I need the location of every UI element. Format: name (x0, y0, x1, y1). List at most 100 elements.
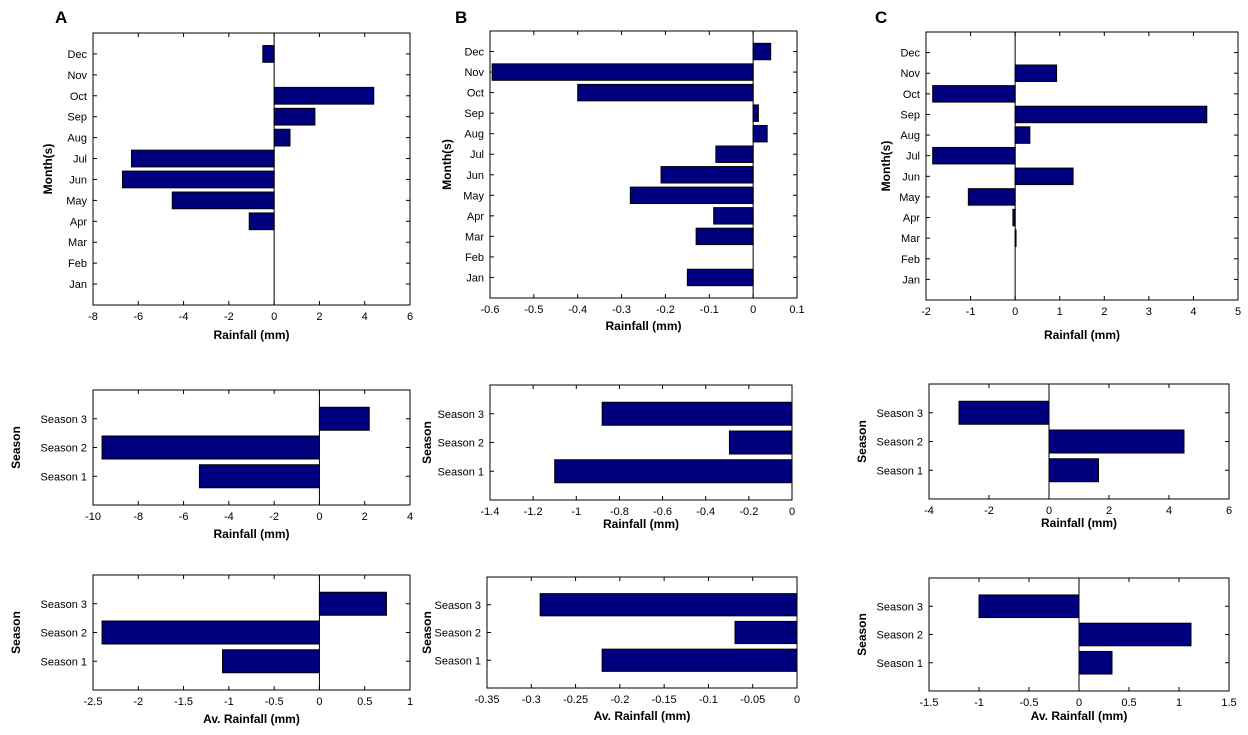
y-tick-label: Apr (70, 216, 87, 228)
x-tick-label: -6 (133, 311, 143, 323)
bar-season-1 (222, 649, 320, 674)
x-tick-label: 1 (407, 696, 413, 708)
x-tick-label: -0.3 (522, 694, 541, 706)
x-tick-label: -1.5 (920, 697, 939, 709)
bar-aug (752, 124, 768, 143)
x-tick-label: -1.4 (481, 506, 500, 518)
y-axis-label: Season (420, 421, 434, 464)
y-tick-label: Sep (67, 112, 87, 124)
x-tick-label: 0 (789, 506, 795, 518)
y-tick-label: Jun (902, 171, 920, 183)
y-axis-label: Month(s) (440, 139, 454, 190)
x-tick-label: -1.2 (524, 506, 543, 518)
y-tick-label: Dec (464, 47, 484, 59)
y-tick-label: Aug (67, 133, 87, 145)
x-tick-label: 3 (1146, 306, 1152, 318)
y-tick-label: Nov (464, 67, 484, 79)
bar-season-2 (728, 430, 793, 455)
x-tick-label: 0 (316, 511, 322, 523)
x-tick-label: -4 (224, 511, 234, 523)
x-tick-label: 0 (1012, 306, 1018, 318)
x-tick-label: 0.5 (357, 696, 372, 708)
bar-season-2 (734, 620, 798, 645)
x-tick-label: -2 (224, 311, 234, 323)
bar-jul (932, 146, 1016, 165)
x-axis-label: Av. Rainfall (mm) (1031, 709, 1128, 723)
y-tick-label: Season 1 (438, 466, 484, 478)
bar-season-1 (198, 464, 320, 489)
x-tick-label: -0.5 (1020, 697, 1039, 709)
x-tick-label: -0.25 (563, 694, 588, 706)
x-tick-label: 4 (1166, 505, 1172, 517)
y-tick-label: Season 3 (877, 601, 923, 613)
bar-season-3 (539, 593, 798, 617)
y-tick-label: Sep (900, 109, 920, 121)
plot-area (92, 32, 411, 306)
x-axis-label: Av. Rainfall (mm) (594, 709, 691, 723)
y-axis-label: Month(s) (41, 144, 55, 195)
y-tick-label: Oct (903, 89, 920, 101)
x-tick-label: -0.5 (524, 304, 543, 316)
x-tick-label: 1 (1176, 697, 1182, 709)
chart-C-season: Season 1 Season 2 Season 3 -4 -2 0 2 4 6 Rainfall… (855, 383, 1232, 530)
bar-season-3 (601, 401, 793, 426)
x-tick-label: -2 (269, 511, 279, 523)
chart-C-monthly: Jan Feb Mar Apr May Jun Jul Aug Sep Oct Nov Dec -2 -1… (879, 31, 1241, 342)
x-axis-label: Rainfall (mm) (1044, 328, 1120, 342)
bar-oct (577, 83, 754, 102)
y-tick-label: Season 2 (877, 437, 923, 449)
x-tick-label: 0 (1046, 505, 1052, 517)
x-tick-label: -0.35 (474, 694, 499, 706)
x-tick-label: -1 (974, 697, 984, 709)
chart-A-season: Season 1 Season 2 Season 3 -10 -8 -6 -4 -2 0 2 4 Ra… (9, 389, 413, 541)
y-tick-label: Season 2 (41, 443, 87, 455)
bar-nov (1014, 64, 1058, 82)
bar-may (967, 188, 1016, 206)
bar-season-3 (978, 594, 1080, 619)
y-tick-label: Dec (67, 49, 87, 61)
y-tick-label: Feb (465, 252, 484, 264)
panel-label-a: A (55, 8, 67, 27)
x-tick-label: -1 (966, 306, 976, 318)
bar-mar (695, 227, 754, 246)
x-tick-label: 2 (1106, 505, 1112, 517)
y-axis-label: Season (855, 420, 869, 463)
y-tick-label: Mar (68, 237, 87, 249)
y-tick-label: Apr (467, 211, 484, 223)
x-tick-label: 2 (362, 511, 368, 523)
y-tick-label: Season 2 (41, 628, 87, 640)
x-tick-label: 2 (316, 311, 322, 323)
y-tick-label: Sep (464, 108, 484, 120)
y-axis-label: Season (9, 611, 23, 654)
y-tick-label: Apr (903, 213, 920, 225)
y-tick-label: Season 1 (41, 656, 87, 668)
x-tick-label: 1 (1057, 306, 1063, 318)
y-tick-label: Season 3 (435, 600, 481, 612)
bar-season-1 (1078, 650, 1113, 675)
x-tick-label: -0.2 (610, 694, 629, 706)
x-tick-label: -1.5 (174, 696, 193, 708)
bar-season-2 (101, 435, 320, 460)
y-tick-label: Feb (901, 254, 920, 266)
y-tick-label: Jun (466, 170, 484, 182)
x-tick-label: 4 (407, 511, 413, 523)
bar-sep (752, 104, 759, 122)
chart-B-season: Season 1 Season 2 Season 3 -1.4 -1.2 -1 -0.8 -0… (420, 384, 795, 531)
y-axis-label: Month(s) (879, 141, 893, 192)
bar-season-2 (1048, 429, 1185, 454)
x-tick-label: -0.2 (656, 304, 675, 316)
x-axis-label: Rainfall (mm) (603, 517, 679, 531)
x-tick-label: -0.05 (740, 694, 765, 706)
y-tick-label: Mar (901, 233, 920, 245)
y-tick-label: Oct (467, 88, 484, 100)
x-tick-label: 4 (362, 311, 368, 323)
bar-jul (715, 145, 754, 163)
charts-container: Jan Feb Mar Apr May Jun Jul Aug Sep Oct Nov Dec -8 -6… (9, 30, 1241, 726)
bar-may (629, 186, 754, 205)
y-tick-label: Jul (906, 151, 920, 163)
y-tick-label: Season 2 (435, 628, 481, 640)
x-tick-label: -0.1 (700, 304, 719, 316)
chart-B-avseason: Season 1 Season 2 Season 3 -0.35 -0.3 -0.25 -0… (420, 576, 800, 723)
bar-season-2 (1078, 622, 1192, 647)
